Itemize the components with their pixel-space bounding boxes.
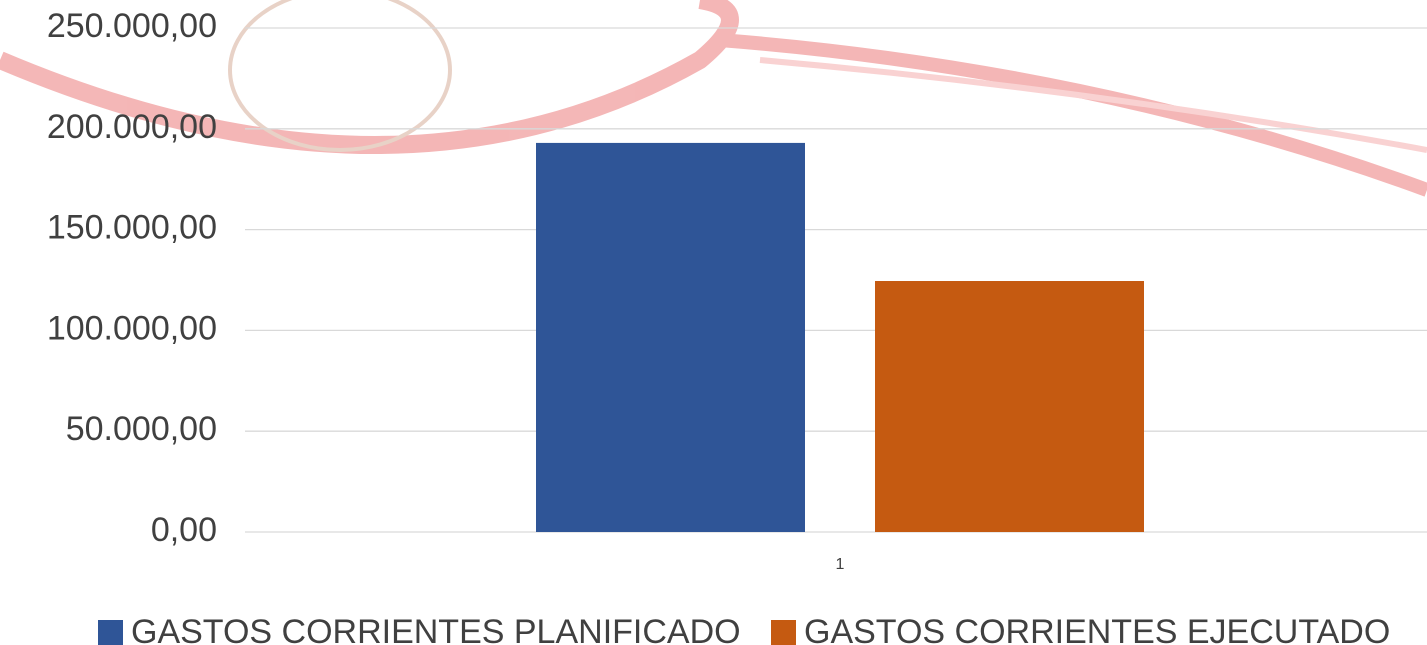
y-tick-label: 250.000,00 — [47, 7, 217, 45]
watermark — [0, 0, 1427, 197]
y-tick-label: 200.000,00 — [47, 108, 217, 146]
y-tick-label: 50.000,00 — [66, 410, 217, 448]
legend-label: GASTOS CORRIENTES PLANIFICADO — [131, 613, 741, 645]
x-tick-label: 1 — [836, 556, 845, 573]
legend-swatch — [771, 620, 796, 645]
y-tick-label: 150.000,00 — [47, 209, 217, 247]
legend-swatch — [98, 620, 123, 645]
y-tick-label: 0,00 — [151, 511, 217, 549]
bar — [536, 142, 805, 533]
y-tick-label: 100.000,00 — [47, 309, 217, 347]
bar — [875, 281, 1144, 532]
legend-label: GASTOS CORRIENTES EJECUTADO — [804, 613, 1390, 645]
